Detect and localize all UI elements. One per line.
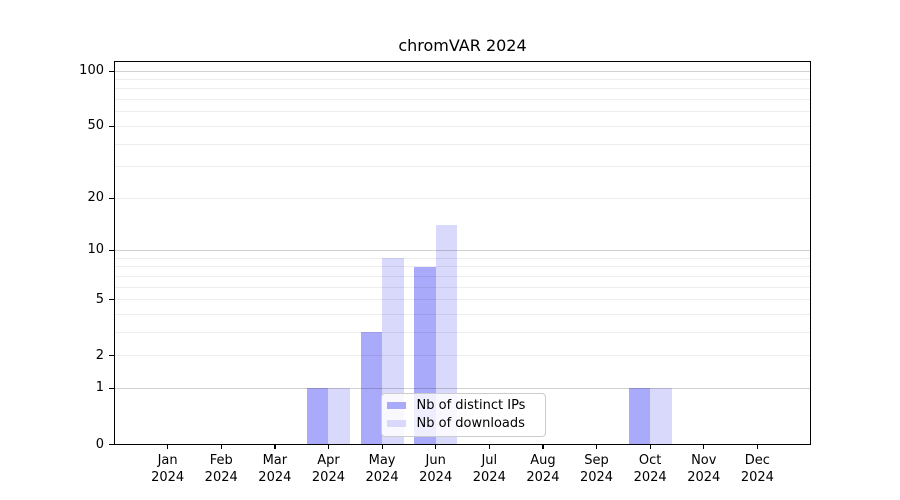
x-tick-label-dec: Dec 2024 — [740, 453, 774, 485]
legend-label-distinct-ips: Nb of distinct IPs — [416, 398, 526, 414]
y-tick-label-1: 1 — [95, 380, 104, 396]
gridline-minor-20 — [114, 197, 811, 199]
x-tick-mark-8 — [542, 444, 544, 449]
bar-distinct-ips-apr — [307, 388, 329, 445]
bar-downloads-oct — [650, 388, 672, 445]
y-tick-label-50: 50 — [87, 118, 104, 134]
gridline-minor-70 — [114, 99, 811, 101]
legend: Nb of distinct IPs Nb of downloads — [380, 393, 546, 437]
y-tick-mark-10 — [109, 249, 114, 252]
y-tick-mark-5 — [109, 299, 114, 301]
y-tick-mark-2 — [109, 355, 114, 357]
y-tick-mark-100 — [109, 70, 114, 72]
x-tick-mark-3 — [274, 444, 276, 449]
y-tick-label-100: 100 — [79, 63, 104, 79]
gridline-minor-4 — [114, 313, 811, 315]
x-tick-label-jun: Jun 2024 — [419, 453, 453, 485]
legend-item-downloads: Nb of downloads — [386, 415, 541, 432]
gridline-minor-80 — [114, 88, 811, 90]
x-tick-mark-9 — [596, 444, 598, 449]
x-tick-label-jul: Jul 2024 — [472, 453, 506, 485]
legend-label-downloads: Nb of downloads — [416, 416, 525, 432]
x-tick-label-aug: Aug 2024 — [526, 453, 560, 485]
legend-swatch-distinct-ips — [386, 402, 406, 410]
gridline-minor-60 — [114, 111, 811, 113]
y-tick-mark-0 — [109, 444, 114, 446]
gridline-major-100 — [114, 70, 811, 72]
x-tick-label-jan: Jan 2024 — [151, 453, 185, 485]
x-tick-label-may: May 2024 — [365, 453, 399, 485]
y-tick-mark-20 — [109, 197, 114, 199]
bar-distinct-ips-oct — [628, 388, 651, 445]
gridline-minor-9 — [114, 257, 811, 259]
x-tick-label-feb: Feb 2024 — [204, 453, 238, 485]
gridline-minor-90 — [114, 79, 811, 81]
x-tick-label-oct: Oct 2024 — [633, 453, 667, 485]
gridline-minor-8 — [114, 266, 811, 268]
gridline-minor-2 — [114, 355, 811, 357]
bar-downloads-apr — [328, 388, 350, 445]
legend-swatch-downloads — [386, 420, 406, 428]
x-tick-mark-2 — [220, 444, 222, 449]
chart-title: chromVAR 2024 — [398, 36, 527, 55]
gridline-minor-40 — [114, 143, 811, 145]
y-tick-label-10: 10 — [87, 242, 104, 258]
y-tick-label-20: 20 — [87, 190, 104, 206]
x-tick-label-mar: Mar 2024 — [258, 453, 292, 485]
x-tick-label-sep: Sep 2024 — [579, 453, 614, 485]
x-tick-label-apr: Apr 2024 — [311, 453, 345, 485]
x-tick-mark-4 — [327, 444, 330, 449]
x-tick-mark-1 — [167, 444, 169, 449]
gridline-minor-50 — [114, 125, 811, 127]
y-tick-mark-1 — [109, 387, 114, 390]
gridline-major-1 — [114, 387, 811, 389]
x-tick-mark-10 — [649, 444, 651, 449]
x-tick-mark-12 — [756, 444, 759, 449]
gridline-minor-7 — [114, 275, 811, 277]
bar-downloads-jun — [435, 225, 458, 445]
x-tick-label-nov: Nov 2024 — [687, 453, 721, 485]
gridline-major-10 — [114, 249, 811, 251]
x-tick-mark-6 — [435, 444, 437, 449]
legend-item-distinct-ips: Nb of distinct IPs — [386, 397, 541, 414]
gridline-minor-5 — [114, 299, 811, 301]
x-tick-mark-7 — [488, 444, 490, 449]
y-tick-mark-50 — [109, 125, 114, 128]
bar-distinct-ips-may — [360, 332, 383, 445]
y-tick-label-0: 0 — [95, 436, 104, 452]
y-tick-label-5: 5 — [95, 291, 104, 307]
gridline-minor-6 — [114, 286, 811, 288]
x-tick-mark-11 — [703, 444, 705, 449]
y-tick-label-2: 2 — [95, 347, 104, 363]
gridline-minor-30 — [114, 166, 811, 168]
gridline-minor-3 — [114, 331, 811, 333]
x-tick-mark-5 — [381, 444, 383, 449]
